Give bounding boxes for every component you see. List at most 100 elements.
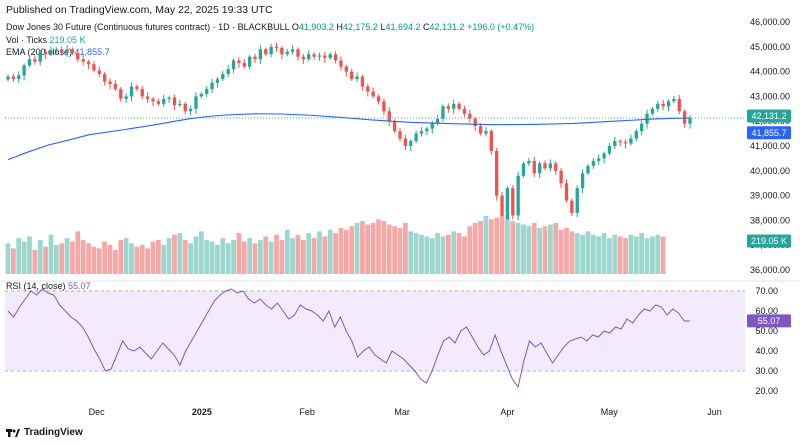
volume-bar [322,236,328,274]
volume-bar [172,234,177,274]
volume-bar [392,226,398,274]
volume-bar [204,239,210,274]
volume-bar [403,222,408,274]
candle-body [656,103,660,109]
volume-bar [311,238,317,274]
candle-body [516,175,520,216]
volume-bar [370,222,376,274]
volume-bar [43,246,48,274]
time-tick-label: Jun [707,407,722,417]
candle-body [317,55,322,57]
candle-body [441,106,445,119]
volume-bar [349,226,355,274]
volume-bar [225,243,231,274]
volume-bar [263,236,269,274]
ohlc-close: C42,131.2 [423,22,465,32]
candle-body [269,46,273,55]
candle-body [81,59,85,62]
time-tick-label: Mar [394,407,410,417]
volume-bar [445,234,451,274]
candle-body [430,123,434,129]
volume-bar [558,229,564,274]
candle-body [65,49,69,52]
candle-body [145,96,150,99]
candles [6,42,692,224]
volume-bar [231,239,236,274]
candle-body [548,163,553,169]
volume-bar [113,250,118,274]
legend-rsi[interactable]: RSI (14, close) 55.07 [6,281,91,291]
candle-body [425,128,429,132]
candle-body [570,200,574,213]
rsi-badge-text: 55.07 [758,316,781,326]
candle-body [645,113,649,124]
rsi-label: RSI (14, close) [6,281,66,291]
volume-bar [628,234,634,274]
volume-bar [655,234,661,274]
volume-bar [397,227,403,274]
rsi-band [5,291,745,371]
volume-bar [193,236,199,274]
published-caption: Published on TradingView.com, May 22, 20… [6,4,273,16]
footer-brand: TradingView [24,427,83,438]
candle-body [70,49,75,53]
candle-body [280,48,284,55]
time-tick-label: 2025 [192,407,212,417]
candle-body [532,160,536,174]
candle-body [623,142,628,144]
volume-bar [80,239,86,274]
volume-bar [279,239,285,274]
candle-body [285,51,289,55]
volume-badge: 219.05 K [747,234,791,248]
candle-body [76,53,80,60]
candle-body [392,121,397,132]
candle-body [457,103,461,109]
rsi-tick-label: 50.00 [755,326,778,336]
price-tick-label: 38,000.00 [750,215,790,225]
candle-body [290,49,295,52]
rsi-value: 55.07 [68,281,91,291]
volume-bar [483,216,489,274]
volume-bar [505,219,510,274]
rsi-tick-label: 20.00 [755,386,778,396]
candle-body [478,126,483,134]
candle-body [435,118,440,124]
time-tick-label: Feb [299,407,315,417]
volume-bar [413,233,419,274]
volume-bar [462,236,467,274]
candle-body [86,61,91,65]
volume-badge-bg [747,234,791,248]
candle-body [135,86,139,89]
ema-badge: 41,855.7 [747,126,791,140]
rsi-line [7,288,690,389]
candle-body [543,163,547,169]
candle-body [618,141,622,143]
volume-bar [601,233,607,274]
volume-bar [419,234,424,274]
volume-bar [494,217,500,274]
volume-bar [209,241,215,274]
price-tick-label: 39,000.00 [750,191,790,201]
volume-bar [32,250,38,274]
volume-bar [129,243,134,274]
ema-badge-bg [747,126,791,140]
volume-bar [274,234,279,274]
candle-body [607,146,612,154]
candle-body [500,195,504,221]
symbol-title[interactable]: Dow Jones 30 Future (Continuous futures … [6,22,290,32]
volume-bar [258,239,263,274]
candle-body [634,131,638,139]
volume-bar [48,234,54,274]
ema-value: 41,855.7 [74,47,110,57]
rsi-badge-bg [747,314,791,328]
candle-body [414,133,418,142]
candle-body [210,82,214,89]
candle-body [242,62,246,67]
volume-bar [300,239,306,274]
legend-volume[interactable]: Vol · Ticks 219.05 K [6,35,86,45]
volume-bar [198,231,204,274]
candle-body [54,49,58,51]
volume-bar [64,238,70,274]
rsi-tick-label: 70.00 [755,286,778,296]
